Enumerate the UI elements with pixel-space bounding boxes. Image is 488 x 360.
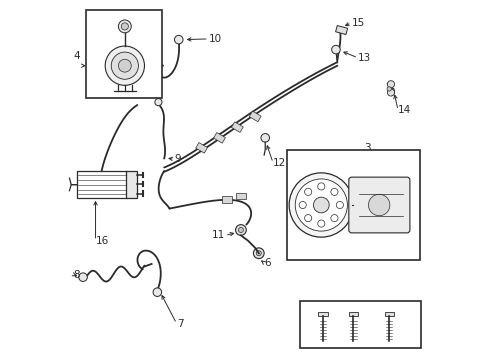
Circle shape bbox=[330, 215, 337, 222]
Circle shape bbox=[105, 46, 144, 85]
Circle shape bbox=[313, 197, 328, 213]
Circle shape bbox=[299, 202, 305, 208]
Circle shape bbox=[295, 179, 346, 231]
Circle shape bbox=[253, 248, 264, 258]
Bar bbox=[235, 193, 245, 199]
FancyBboxPatch shape bbox=[348, 177, 409, 233]
Text: 8: 8 bbox=[74, 270, 80, 280]
Circle shape bbox=[118, 59, 131, 72]
Text: 15: 15 bbox=[351, 18, 364, 28]
Circle shape bbox=[367, 194, 389, 216]
Circle shape bbox=[111, 52, 138, 79]
Circle shape bbox=[79, 273, 87, 282]
Bar bbox=[384, 312, 393, 316]
Bar bbox=[213, 132, 225, 143]
Circle shape bbox=[386, 87, 390, 91]
Text: 11: 11 bbox=[211, 230, 224, 240]
Text: 9: 9 bbox=[175, 154, 181, 164]
Circle shape bbox=[238, 228, 243, 233]
Circle shape bbox=[330, 188, 337, 195]
Text: 7: 7 bbox=[176, 319, 183, 329]
Text: 13: 13 bbox=[357, 53, 370, 63]
Text: 5: 5 bbox=[95, 19, 102, 30]
Bar bbox=[287, 150, 419, 260]
Circle shape bbox=[304, 215, 311, 222]
Circle shape bbox=[336, 202, 343, 208]
Bar bbox=[85, 10, 162, 98]
Circle shape bbox=[121, 23, 128, 30]
Text: 10: 10 bbox=[208, 34, 222, 44]
Text: 1: 1 bbox=[290, 200, 296, 210]
Bar bbox=[348, 312, 357, 316]
Text: 12: 12 bbox=[272, 158, 286, 168]
Bar bbox=[77, 171, 126, 198]
Circle shape bbox=[153, 288, 162, 296]
Text: 2: 2 bbox=[302, 320, 309, 330]
Text: 14: 14 bbox=[397, 105, 410, 115]
Circle shape bbox=[317, 220, 324, 227]
Circle shape bbox=[256, 251, 261, 256]
Circle shape bbox=[331, 45, 340, 54]
Circle shape bbox=[261, 134, 269, 142]
Circle shape bbox=[304, 188, 311, 195]
Circle shape bbox=[386, 89, 394, 96]
Circle shape bbox=[317, 183, 324, 190]
Bar bbox=[299, 301, 421, 348]
Bar bbox=[335, 26, 347, 35]
Text: 6: 6 bbox=[264, 258, 270, 268]
Circle shape bbox=[235, 225, 246, 235]
Circle shape bbox=[155, 99, 162, 106]
Text: 16: 16 bbox=[95, 236, 108, 246]
Text: 4: 4 bbox=[74, 51, 80, 61]
Bar bbox=[195, 143, 207, 153]
Circle shape bbox=[174, 35, 183, 44]
Circle shape bbox=[386, 81, 394, 88]
Bar bbox=[249, 111, 261, 122]
Text: 3: 3 bbox=[364, 143, 370, 153]
Bar bbox=[125, 171, 136, 198]
Bar bbox=[318, 312, 327, 316]
Bar bbox=[231, 122, 243, 132]
Bar bbox=[221, 197, 231, 203]
Circle shape bbox=[288, 173, 353, 237]
Circle shape bbox=[118, 20, 131, 33]
